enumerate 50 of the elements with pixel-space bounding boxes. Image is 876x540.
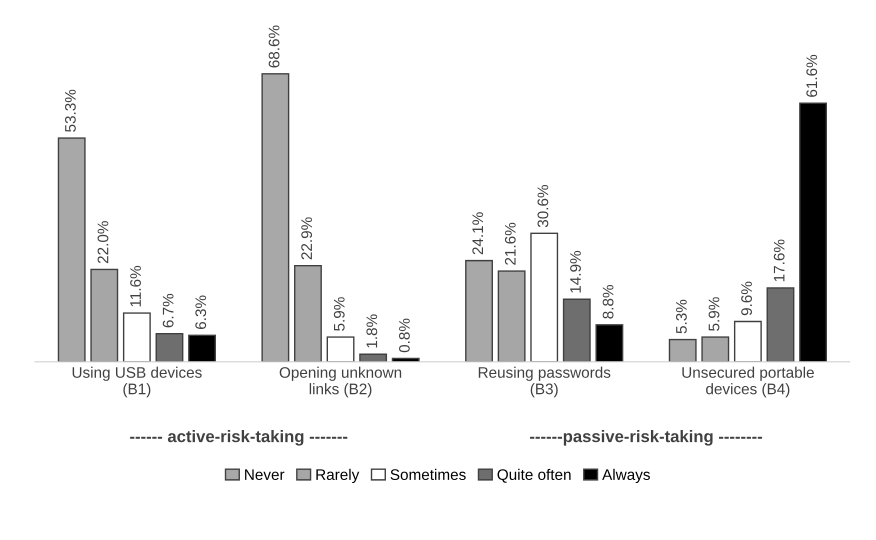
data-label: 0.8% (399, 318, 410, 352)
data-label: 14.9% (570, 250, 581, 293)
data-label: 61.6% (806, 54, 818, 97)
data-label: 22.0% (98, 221, 108, 264)
x-tick-label: Opening unknown links (B2) (280, 366, 402, 398)
data-label: 22.9% (301, 217, 312, 260)
bar (799, 102, 827, 362)
data-label: 53.3% (64, 90, 76, 132)
bar (90, 268, 118, 362)
x-tick-label: Reusing passwords (B3) (478, 366, 610, 398)
legend-label: Sometimes (390, 468, 466, 480)
bar (294, 264, 322, 362)
bar (465, 260, 493, 362)
x-tick-label: Using USB devices (B1) (72, 366, 202, 398)
legend-label: Never (245, 469, 284, 480)
bar (261, 73, 290, 362)
bar (326, 336, 354, 362)
data-label: 11.6% (130, 266, 141, 306)
data-label: 30.6% (538, 185, 548, 228)
bar (562, 298, 591, 362)
bar (530, 232, 558, 362)
data-label: 6.3% (195, 296, 206, 330)
data-label: 5.9% (708, 297, 720, 331)
data-label: 9.6% (741, 282, 752, 316)
text: ------passive-risk-taking -------- (530, 430, 762, 446)
legend-label: Quite often (498, 468, 571, 483)
bar (668, 338, 697, 362)
x-tick-label: Unsecured portable devices (B4) (682, 366, 814, 398)
data-label: 8.8% (602, 285, 614, 319)
text: ------ active-risk-taking ------- (130, 430, 348, 446)
bar (498, 270, 526, 362)
bar (58, 137, 86, 362)
data-label: 17.6% (774, 240, 785, 282)
bar (701, 336, 730, 362)
bar (595, 324, 624, 362)
data-label: 21.6% (504, 222, 516, 265)
bar (766, 287, 794, 362)
data-label: 5.9% (334, 297, 345, 331)
data-label: 5.3% (676, 300, 687, 334)
bar (188, 334, 216, 362)
bar (122, 312, 151, 362)
data-label: 6.7% (162, 294, 174, 328)
data-label: 24.1% (472, 212, 484, 254)
bar (156, 332, 184, 362)
bar (734, 320, 762, 362)
data-label: 68.6% (268, 25, 280, 68)
bar (359, 354, 388, 362)
data-label: 1.8% (366, 314, 378, 348)
legend-label: Rarely (316, 468, 360, 484)
legend-label: Always (602, 468, 650, 484)
